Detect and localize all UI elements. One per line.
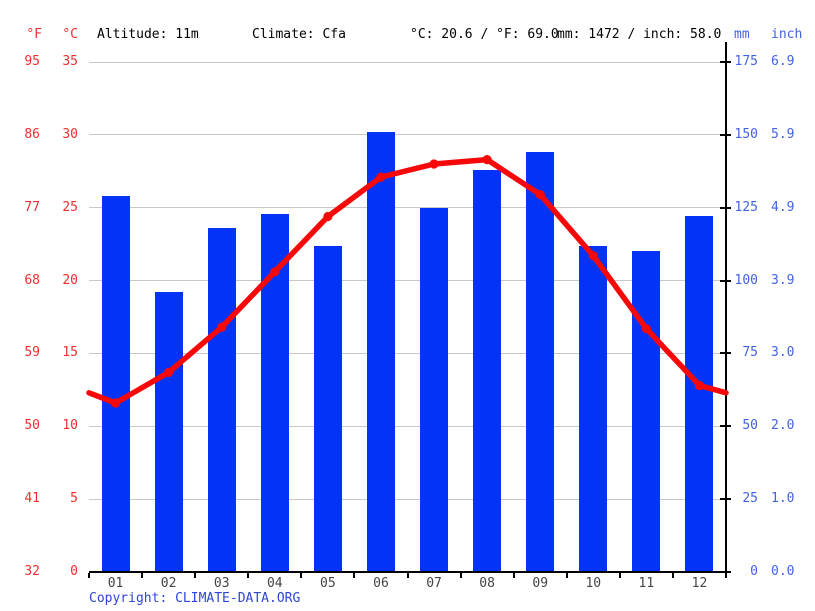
- y-left-c-label: 10: [62, 418, 78, 434]
- y-right-inch-label: 1.0: [771, 491, 795, 507]
- y-right-mm-label: 100: [734, 272, 758, 288]
- y-right-inch-label: 2.0: [771, 418, 795, 434]
- month-label: 11: [638, 576, 655, 591]
- grid-line: [89, 280, 726, 282]
- month-label: 03: [213, 576, 230, 591]
- month-label: 05: [320, 576, 336, 591]
- right-axis-tick: [720, 133, 731, 136]
- x-tick: [141, 573, 144, 578]
- y-right-mm-label: 125: [734, 199, 758, 215]
- month-label: 02: [160, 576, 177, 591]
- precip-bar: [579, 245, 608, 572]
- y-left-f-label: 32: [24, 564, 40, 579]
- temp-marker: [482, 155, 492, 165]
- temp-marker: [429, 159, 439, 169]
- y-left-f-label: 68: [24, 272, 40, 288]
- y-right-mm-label: 0: [750, 564, 758, 579]
- y-right-inch-label: 3.0: [771, 345, 795, 361]
- temperature-line: [86, 156, 729, 406]
- y-right-mm-label: 50: [742, 418, 758, 434]
- grid-line: [89, 352, 726, 354]
- y-right-mm-label: 75: [742, 345, 758, 361]
- inch-axis-title: inch: [771, 27, 803, 42]
- month-label: 06: [373, 576, 389, 591]
- y-left-c-label: 30: [62, 126, 78, 142]
- y-right-inch-label: 3.9: [771, 272, 795, 288]
- y-right-mm-label: 175: [734, 54, 758, 69]
- x-axis-line: [89, 571, 728, 573]
- right-axis-line: [725, 42, 727, 573]
- precip-bar: [366, 131, 395, 572]
- month-label: 01: [107, 576, 124, 591]
- grid-line: [89, 207, 726, 209]
- y-right-mm-label: 25: [742, 491, 758, 507]
- precip-bar: [207, 228, 236, 572]
- precip-bar: [260, 213, 289, 572]
- y-left-c-label: 15: [62, 345, 78, 361]
- y-right-inch-label: 6.9: [771, 54, 795, 69]
- x-tick: [353, 573, 356, 578]
- month-label: 09: [532, 576, 549, 591]
- x-tick: [565, 573, 568, 578]
- right-axis-tick: [720, 498, 731, 501]
- y-left-c-label: 25: [62, 199, 78, 215]
- grid-line: [89, 61, 726, 63]
- month-label: 12: [691, 576, 708, 591]
- y-right-inch-label: 4.9: [771, 199, 795, 215]
- fahrenheit-axis-title: °F: [26, 27, 42, 42]
- y-left-c-label: 5: [70, 491, 78, 507]
- grid-line: [89, 425, 726, 427]
- x-tick: [406, 573, 409, 578]
- precip-bar: [420, 207, 449, 572]
- altitude-text: Altitude: 11m: [97, 27, 199, 42]
- temp-marker: [323, 211, 333, 222]
- x-tick: [88, 573, 90, 578]
- month-label: 04: [266, 576, 283, 591]
- climate-classification-text: Climate: Cfa: [252, 27, 346, 42]
- celsius-axis-title: °C: [62, 27, 78, 42]
- y-left-f-label: 50: [24, 418, 40, 434]
- precip-bar: [313, 245, 342, 572]
- precip-bar: [101, 196, 130, 572]
- y-left-c-label: 0: [70, 564, 78, 579]
- right-axis-tick: [720, 571, 731, 573]
- grid-line: [89, 498, 726, 500]
- y-left-c-label: 20: [62, 272, 78, 288]
- x-tick: [300, 573, 303, 578]
- month-label: 08: [479, 576, 495, 591]
- y-right-inch-label: 0.0: [771, 564, 795, 579]
- y-left-f-label: 86: [24, 126, 40, 142]
- precip-bar: [473, 169, 502, 572]
- x-tick: [671, 573, 674, 578]
- mm-axis-title: mm: [734, 27, 750, 42]
- precip-bar: [154, 292, 183, 572]
- grid-line: [89, 134, 726, 136]
- copyright-link[interactable]: CLIMATE-DATA.ORG: [175, 591, 301, 606]
- month-label: 10: [585, 576, 602, 591]
- x-tick: [194, 573, 197, 578]
- total-precipitation-text: mm: 1472 / inch: 58.0: [557, 27, 722, 42]
- y-left-f-label: 59: [24, 345, 40, 361]
- precip-bar: [685, 216, 714, 572]
- precip-bar: [632, 251, 661, 572]
- y-right-inch-label: 5.9: [771, 126, 795, 142]
- y-right-mm-label: 150: [734, 126, 758, 142]
- copyright-label: Copyright:: [89, 591, 176, 606]
- right-axis-tick: [720, 425, 731, 428]
- x-tick: [725, 573, 727, 578]
- x-tick: [512, 573, 515, 578]
- right-axis-tick: [720, 61, 731, 63]
- x-tick: [459, 573, 462, 578]
- y-left-c-label: 35: [62, 54, 78, 69]
- precip-bar: [526, 152, 555, 572]
- month-label: 07: [426, 576, 442, 591]
- x-tick: [618, 573, 621, 578]
- avg-temperature-text: °C: 20.6 / °F: 69.0: [410, 27, 559, 42]
- x-tick: [247, 573, 250, 578]
- y-left-f-label: 95: [24, 54, 40, 69]
- y-left-f-label: 77: [24, 199, 40, 215]
- y-left-f-label: 41: [24, 491, 40, 507]
- copyright: Copyright: CLIMATE-DATA.ORG: [89, 591, 300, 606]
